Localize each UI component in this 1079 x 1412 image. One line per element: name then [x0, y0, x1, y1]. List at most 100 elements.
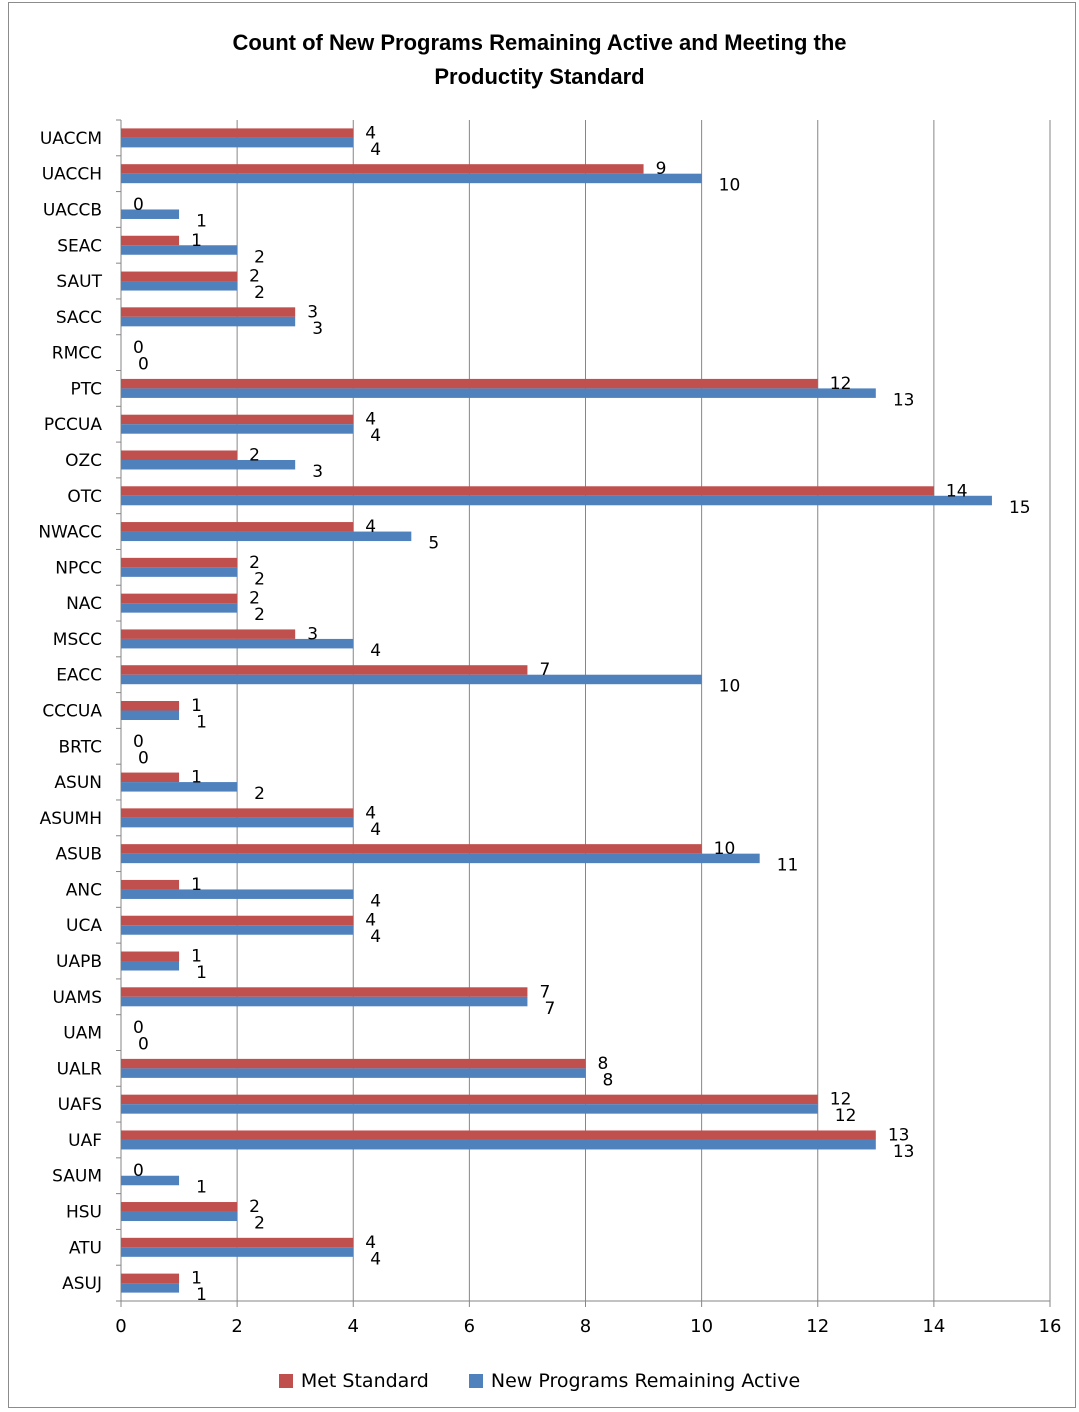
- data-label-new-programs-active: 13: [893, 390, 915, 410]
- bar-new-programs-active: [121, 925, 354, 935]
- bar-new-programs-active: [121, 245, 238, 255]
- data-label-new-programs-active: 2: [254, 283, 265, 303]
- data-label-new-programs-active: 1: [196, 963, 207, 983]
- data-label-met-standard: 1: [191, 1269, 202, 1289]
- y-tick-label: UAFS: [58, 1095, 102, 1115]
- y-tick-label: ANC: [66, 880, 102, 900]
- bar-met-standard: [121, 1058, 586, 1069]
- x-tick-label: 0: [115, 1316, 126, 1337]
- y-tick-label: RMCC: [52, 344, 102, 364]
- data-label-met-standard: 9: [656, 159, 667, 179]
- y-tick-label: NWACC: [38, 523, 102, 543]
- data-label-new-programs-active: 5: [428, 534, 439, 554]
- data-label-met-standard: 0: [133, 338, 144, 358]
- chart-title: Count of New Programs Remaining Active a…: [0, 26, 1079, 94]
- bar-new-programs-active: [121, 996, 528, 1007]
- bar-new-programs-active: [121, 209, 180, 219]
- chart-title-line-1: Count of New Programs Remaining Active a…: [232, 30, 847, 55]
- data-label-new-programs-active: 4: [370, 426, 381, 446]
- chart-legend: Met Standard New Programs Remaining Acti…: [0, 1370, 1079, 1392]
- bar-new-programs-active: [121, 1283, 180, 1293]
- y-tick-label: ASUB: [55, 845, 102, 865]
- y-tick-label: PCCUA: [44, 415, 102, 435]
- bar-new-programs-active: [121, 1068, 586, 1078]
- data-label-met-standard: 0: [133, 1161, 144, 1181]
- data-label-new-programs-active: 7: [544, 999, 555, 1019]
- data-label-met-standard: 12: [830, 1090, 852, 1110]
- y-tick-label: SAUM: [52, 1167, 102, 1187]
- bar-new-programs-active: [121, 495, 992, 506]
- data-label-met-standard: 2: [249, 553, 260, 573]
- y-tick-label: HSU: [66, 1203, 102, 1223]
- y-tick-label: NAC: [66, 594, 102, 614]
- y-tick-label: SACC: [56, 308, 102, 328]
- bar-met-standard: [121, 879, 180, 890]
- bar-met-standard: [121, 987, 528, 997]
- legend-swatch-new-programs-active: [468, 1374, 483, 1388]
- x-tick-label: 6: [464, 1316, 475, 1337]
- bar-met-standard: [121, 808, 354, 818]
- bar-new-programs-active: [121, 567, 238, 577]
- bar-met-standard: [121, 772, 180, 783]
- bar-met-standard: [121, 486, 934, 496]
- bar-met-standard: [121, 1237, 354, 1248]
- y-tick-label: EACC: [56, 666, 102, 686]
- data-label-met-standard: 8: [598, 1054, 609, 1074]
- y-tick-label: OZC: [65, 451, 102, 471]
- bar-met-standard: [121, 951, 180, 962]
- data-label-new-programs-active: 0: [138, 355, 149, 375]
- data-label-new-programs-active: 4: [370, 927, 381, 947]
- bar-met-standard: [121, 128, 354, 138]
- bar-met-standard: [121, 271, 238, 282]
- data-label-new-programs-active: 3: [312, 462, 323, 482]
- y-tick-label: SAUT: [56, 272, 102, 292]
- data-label-met-standard: 4: [365, 803, 376, 823]
- y-tick-label: UALR: [57, 1059, 103, 1079]
- data-label-new-programs-active: 3: [312, 319, 323, 339]
- bar-new-programs-active: [121, 853, 760, 864]
- data-label-met-standard: 7: [539, 660, 550, 680]
- data-label-new-programs-active: 2: [254, 784, 265, 804]
- data-label-new-programs-active: 1: [196, 1178, 207, 1198]
- data-label-new-programs-active: 1: [196, 713, 207, 733]
- bar-new-programs-active: [121, 638, 354, 649]
- data-label-new-programs-active: 0: [138, 1035, 149, 1055]
- chart-title-line-2: Productity Standard: [434, 64, 645, 89]
- y-tick-label: NPCC: [55, 558, 102, 578]
- bar-new-programs-active: [121, 1139, 876, 1150]
- data-label-met-standard: 4: [365, 410, 376, 430]
- data-label-met-standard: 3: [307, 302, 318, 322]
- bar-new-programs-active: [121, 531, 412, 542]
- data-label-met-standard: 1: [191, 947, 202, 967]
- x-tick-label: 12: [806, 1316, 829, 1337]
- data-label-met-standard: 4: [365, 123, 376, 143]
- x-tick-label: 2: [231, 1316, 242, 1337]
- x-tick-label: 14: [922, 1316, 945, 1337]
- y-tick-label: UAF: [68, 1131, 102, 1151]
- data-label-new-programs-active: 10: [719, 176, 741, 196]
- y-tick-label: SEAC: [57, 236, 102, 256]
- data-label-met-standard: 1: [191, 768, 202, 788]
- bar-new-programs-active: [121, 961, 180, 971]
- bar-met-standard: [121, 450, 238, 460]
- data-label-new-programs-active: 11: [777, 856, 799, 876]
- bar-new-programs-active: [121, 281, 238, 291]
- data-label-met-standard: 1: [191, 875, 202, 895]
- bar-met-standard: [121, 414, 354, 425]
- bar-met-standard: [121, 665, 528, 675]
- bar-met-standard: [121, 1202, 238, 1212]
- x-tick-label: 16: [1039, 1316, 1062, 1337]
- bar-new-programs-active: [121, 889, 354, 899]
- y-tick-label: UAPB: [56, 952, 102, 972]
- bar-new-programs-active: [121, 817, 354, 828]
- x-tick-label: 10: [690, 1316, 713, 1337]
- bar-new-programs-active: [121, 388, 876, 398]
- data-label-new-programs-active: 0: [138, 748, 149, 768]
- bar-met-standard: [121, 593, 238, 604]
- data-label-new-programs-active: 10: [719, 677, 741, 697]
- y-tick-label: ATU: [69, 1238, 102, 1258]
- legend-item-met-standard: Met Standard: [278, 1370, 429, 1392]
- bar-met-standard: [121, 307, 296, 317]
- data-label-new-programs-active: 13: [893, 1142, 915, 1162]
